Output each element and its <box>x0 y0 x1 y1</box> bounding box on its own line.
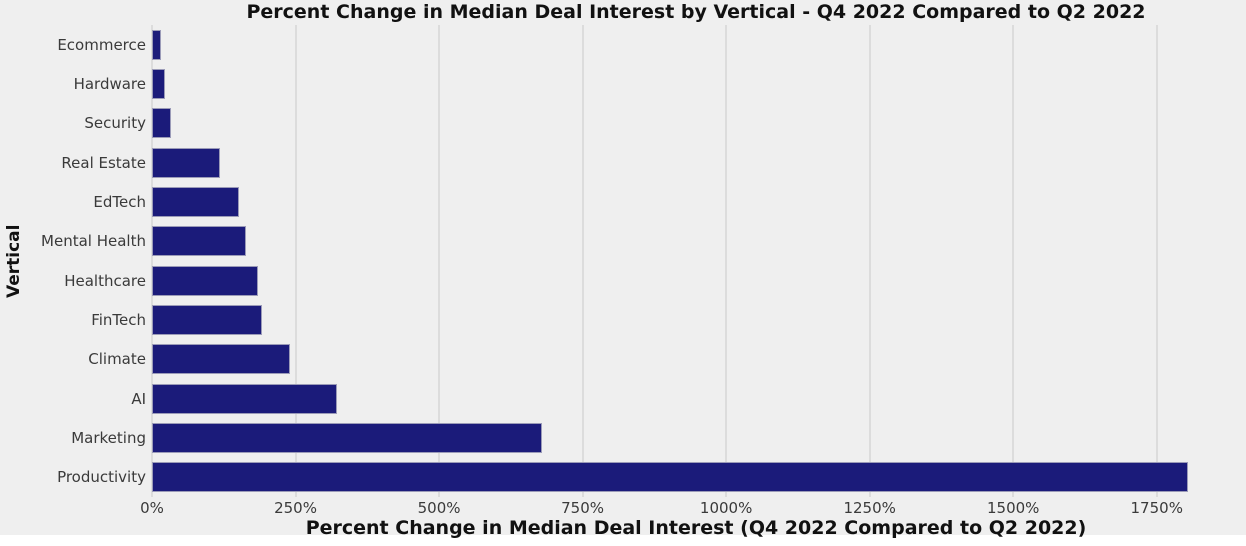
x-tick-label: 1000% <box>699 499 753 517</box>
chart-title: Percent Change in Median Deal Interest b… <box>246 1 1146 23</box>
bar <box>152 423 543 453</box>
y-tick-label: Healthcare <box>64 271 146 290</box>
y-tick-label: Security <box>84 114 146 133</box>
x-tick-label: 0% <box>140 499 164 517</box>
x-tick-label: 1500% <box>986 499 1040 517</box>
bar <box>152 344 290 375</box>
x-tick-labels-container: 0% 250% 500% 750% 1000% 1250% 1500% 1750% <box>0 499 1246 517</box>
bar <box>152 187 240 217</box>
gridline <box>868 25 871 497</box>
y-tick-label: Climate <box>88 350 146 369</box>
x-tick-label: 500% <box>417 499 461 517</box>
y-tick-labels-container: Ecommerce Hardware Security Real Estate EdTe… <box>0 25 146 497</box>
gridline <box>1012 25 1015 497</box>
bar <box>152 147 220 178</box>
x-tick-label: 1250% <box>843 499 896 517</box>
y-tick-label: FinTech <box>91 311 146 329</box>
gridline <box>438 25 441 497</box>
bar <box>152 305 263 335</box>
gridline <box>294 25 297 497</box>
y-tick-label: EdTech <box>93 193 146 211</box>
bar <box>152 69 165 99</box>
y-tick-label: Hardware <box>73 75 146 93</box>
gridline <box>581 25 584 497</box>
gridline <box>725 25 728 497</box>
gridline <box>1155 25 1158 497</box>
bar <box>152 383 338 414</box>
x-tick-label: 750% <box>561 499 605 517</box>
y-tick-label: Ecommerce <box>57 35 146 54</box>
gridline <box>151 25 153 497</box>
x-tick-label: 1750% <box>1130 499 1183 517</box>
bar <box>152 226 246 257</box>
plot-area <box>151 25 1240 497</box>
y-tick-label: Productivity <box>57 468 146 487</box>
y-tick-label: AI <box>131 389 146 408</box>
bar <box>152 29 161 60</box>
y-tick-label: Mental Health <box>41 232 146 251</box>
bar <box>152 265 259 296</box>
bar <box>152 108 171 139</box>
x-tick-label: 250% <box>274 499 317 517</box>
x-axis-label: Percent Change in Median Deal Interest (… <box>305 517 1087 539</box>
y-tick-label: Real Estate <box>61 153 146 172</box>
bar <box>152 462 1189 493</box>
y-tick-label: Marketing <box>71 429 146 447</box>
